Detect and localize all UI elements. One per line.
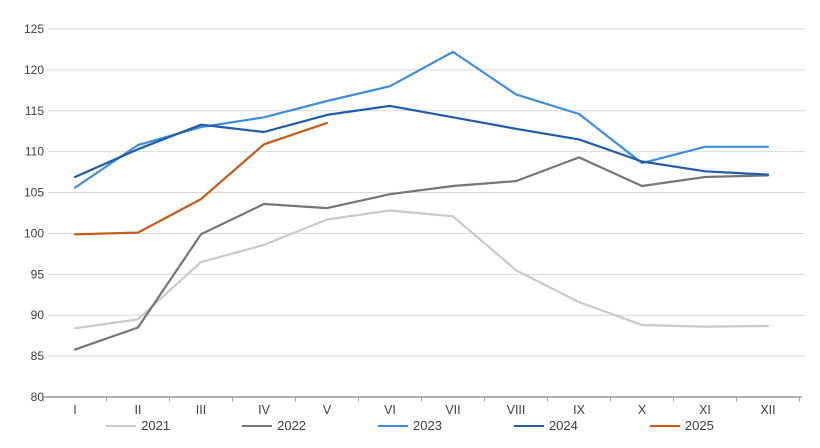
chart-legend: 2021 2022 2023 2024 2025 xyxy=(0,418,820,433)
y-axis-label-95: 95 xyxy=(31,267,45,281)
legend-swatch-2025 xyxy=(649,424,680,427)
y-axis-label-125: 125 xyxy=(24,22,44,36)
legend-item-2022: 2022 xyxy=(242,418,306,433)
x-axis-label-II: II xyxy=(135,403,142,417)
series-line-2023 xyxy=(73,50,770,189)
x-axis-label-I: I xyxy=(73,403,76,417)
legend-label-2024: 2024 xyxy=(548,418,578,433)
legend-label-2022: 2022 xyxy=(277,418,307,433)
y-axis-label-100: 100 xyxy=(24,226,44,240)
series-line-2022 xyxy=(73,156,770,351)
y-axis-label-120: 120 xyxy=(24,63,44,77)
legend-label-2023: 2023 xyxy=(413,418,442,433)
legend-swatch-2021 xyxy=(106,424,137,427)
y-axis-label-105: 105 xyxy=(24,186,44,200)
x-axis-label-XII: XII xyxy=(760,403,775,417)
x-axis-label-X: X xyxy=(638,403,647,417)
x-axis-label-V: V xyxy=(323,403,332,417)
x-axis-label-VII: VII xyxy=(445,403,460,417)
y-axis-label-85: 85 xyxy=(31,349,45,363)
x-axis-label-XI: XI xyxy=(699,403,711,417)
legend-swatch-2022 xyxy=(242,424,273,427)
x-axis-label-VI: VI xyxy=(384,403,396,417)
x-axis-label-IV: IV xyxy=(258,403,270,417)
x-axis-label-III: III xyxy=(196,403,206,417)
legend-swatch-2023 xyxy=(378,424,409,427)
x-axis-label-VIII: VIII xyxy=(507,403,526,417)
legend-item-2024: 2024 xyxy=(513,418,578,433)
series-line-2025 xyxy=(73,121,329,236)
y-axis-label-80: 80 xyxy=(31,390,45,404)
y-axis-label-90: 90 xyxy=(31,308,45,322)
legend-label-2025: 2025 xyxy=(684,418,714,433)
legend-swatch-2024 xyxy=(513,424,544,427)
y-axis-label-115: 115 xyxy=(25,104,44,118)
legend-item-2021: 2021 xyxy=(106,418,170,433)
x-axis-label-IX: IX xyxy=(573,403,585,417)
legend-item-2023: 2023 xyxy=(378,418,442,433)
series-line-2021 xyxy=(73,209,770,330)
series-line-2024 xyxy=(73,104,770,179)
legend-label-2021: 2021 xyxy=(141,418,171,433)
legend-item-2025: 2025 xyxy=(649,418,714,433)
y-axis-label-110: 110 xyxy=(25,145,44,159)
